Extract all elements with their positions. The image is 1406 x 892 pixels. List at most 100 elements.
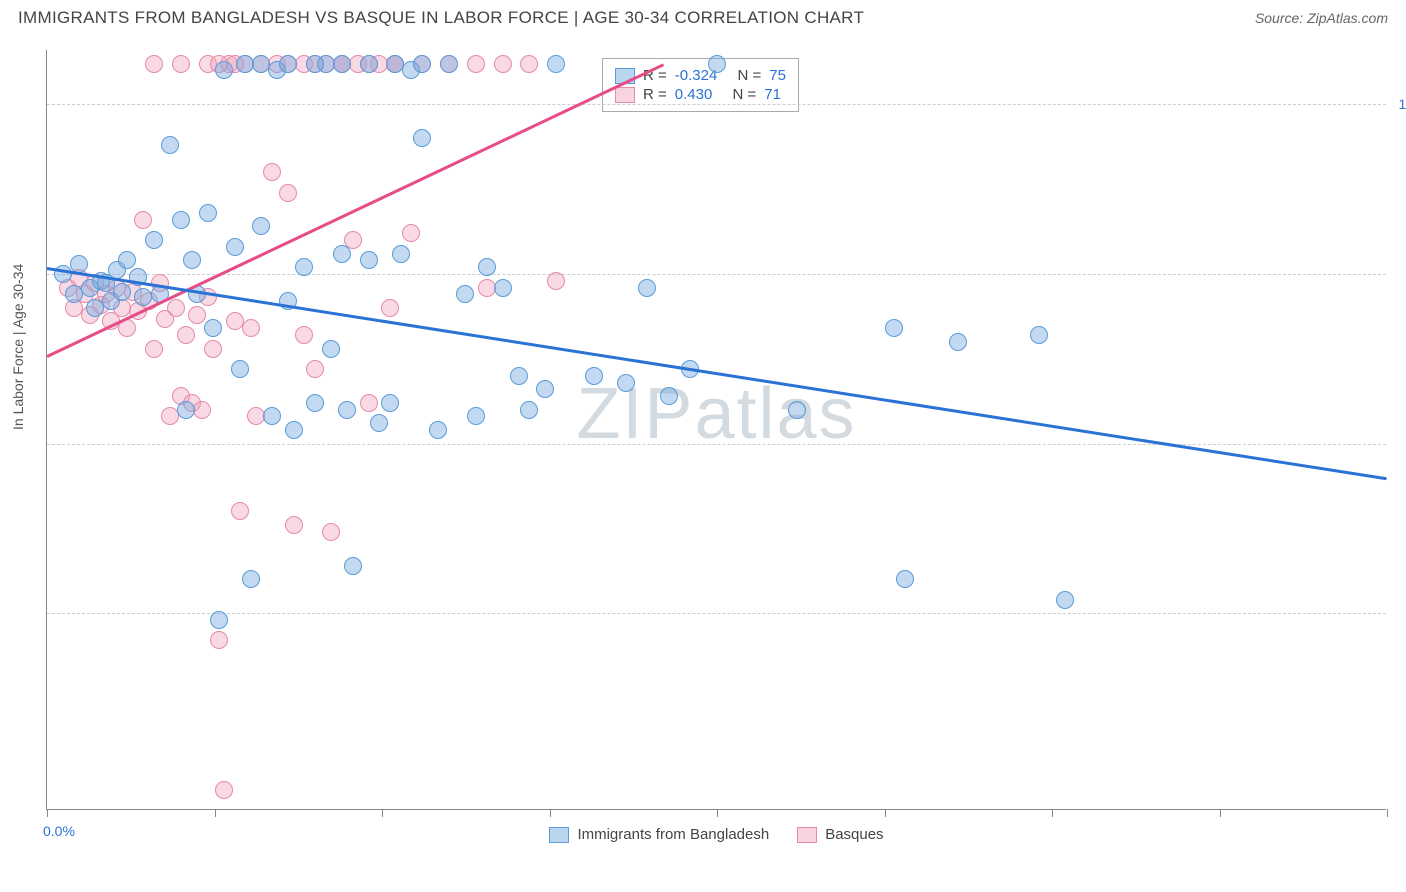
x-tick (717, 809, 718, 817)
data-point-blue (370, 414, 388, 432)
data-point-pink (231, 502, 249, 520)
data-point-pink (167, 299, 185, 317)
x-axis-label: 0.0% (43, 823, 75, 839)
data-point-blue (145, 231, 163, 249)
data-point-blue (520, 401, 538, 419)
data-point-pink (285, 516, 303, 534)
legend-item-blue: Immigrants from Bangladesh (549, 826, 769, 843)
legend-swatch-blue-2 (549, 827, 569, 843)
data-point-pink (204, 340, 222, 358)
gridline (47, 613, 1386, 614)
data-point-blue (585, 367, 603, 385)
data-point-blue (440, 55, 458, 73)
chart-title: IMMIGRANTS FROM BANGLADESH VS BASQUE IN … (18, 8, 864, 28)
data-point-pink (177, 326, 195, 344)
data-point-blue (226, 238, 244, 256)
x-tick (215, 809, 216, 817)
data-point-pink (263, 163, 281, 181)
data-point-blue (204, 319, 222, 337)
chart-header: IMMIGRANTS FROM BANGLADESH VS BASQUE IN … (0, 0, 1406, 32)
data-point-blue (295, 258, 313, 276)
data-point-blue (429, 421, 447, 439)
data-point-blue (306, 55, 324, 73)
data-point-blue (183, 251, 201, 269)
data-point-pink (145, 55, 163, 73)
y-tick-label: 75.0% (1391, 436, 1406, 452)
data-point-blue (896, 570, 914, 588)
data-point-blue (660, 387, 678, 405)
data-point-blue (536, 380, 554, 398)
data-point-blue (118, 251, 136, 269)
trend-line-blue (47, 267, 1387, 480)
data-point-blue (344, 557, 362, 575)
data-point-blue (279, 55, 297, 73)
source-label: Source: ZipAtlas.com (1255, 10, 1388, 26)
data-point-pink (279, 184, 297, 202)
data-point-blue (547, 55, 565, 73)
x-tick (1387, 809, 1388, 817)
gridline (47, 444, 1386, 445)
y-axis-label: In Labor Force | Age 30-34 (10, 264, 26, 430)
data-point-blue (494, 279, 512, 297)
data-point-blue (242, 570, 260, 588)
data-point-blue (161, 136, 179, 154)
data-point-blue (252, 55, 270, 73)
data-point-blue (708, 55, 726, 73)
data-point-pink (215, 781, 233, 799)
data-point-pink (467, 55, 485, 73)
data-point-pink (381, 299, 399, 317)
data-point-pink (306, 360, 324, 378)
data-point-pink (188, 306, 206, 324)
data-point-blue (638, 279, 656, 297)
legend-item-pink: Basques (797, 826, 883, 843)
data-point-blue (338, 401, 356, 419)
data-point-blue (252, 217, 270, 235)
data-point-blue (1056, 591, 1074, 609)
x-tick (47, 809, 48, 817)
gridline (47, 274, 1386, 275)
x-tick (550, 809, 551, 817)
x-tick (885, 809, 886, 817)
data-point-blue (413, 129, 431, 147)
y-tick-label: 100.0% (1391, 96, 1406, 112)
data-point-pink (193, 401, 211, 419)
data-point-blue (285, 421, 303, 439)
data-point-pink (322, 523, 340, 541)
data-point-blue (510, 367, 528, 385)
data-point-blue (215, 61, 233, 79)
data-point-pink (134, 211, 152, 229)
legend-swatch-pink (615, 87, 635, 103)
legend-row-pink: R = 0.430 N = 71 (615, 86, 786, 103)
data-point-blue (113, 283, 131, 301)
data-point-blue (617, 374, 635, 392)
y-tick-label: 87.5% (1391, 266, 1406, 282)
data-point-blue (210, 611, 228, 629)
data-point-blue (177, 401, 195, 419)
data-point-pink (547, 272, 565, 290)
data-point-blue (949, 333, 967, 351)
data-point-blue (360, 55, 378, 73)
y-tick-label: 62.5% (1391, 605, 1406, 621)
plot-area: ZIPatlas R = -0.324 N = 75 R = 0.430 N =… (46, 50, 1386, 810)
data-point-blue (333, 55, 351, 73)
data-point-blue (263, 407, 281, 425)
data-point-pink (172, 55, 190, 73)
data-point-blue (231, 360, 249, 378)
data-point-blue (172, 211, 190, 229)
data-point-pink (295, 326, 313, 344)
data-point-blue (306, 394, 324, 412)
data-point-blue (788, 401, 806, 419)
data-point-blue (333, 245, 351, 263)
gridline (47, 104, 1386, 105)
data-point-pink (520, 55, 538, 73)
data-point-blue (885, 319, 903, 337)
x-tick (1220, 809, 1221, 817)
data-point-blue (413, 55, 431, 73)
data-point-blue (134, 288, 152, 306)
data-point-pink (494, 55, 512, 73)
data-point-blue (392, 245, 410, 263)
series-legend: Immigrants from Bangladesh Basques (47, 826, 1386, 843)
data-point-blue (386, 55, 404, 73)
legend-swatch-pink-2 (797, 827, 817, 843)
data-point-pink (360, 394, 378, 412)
